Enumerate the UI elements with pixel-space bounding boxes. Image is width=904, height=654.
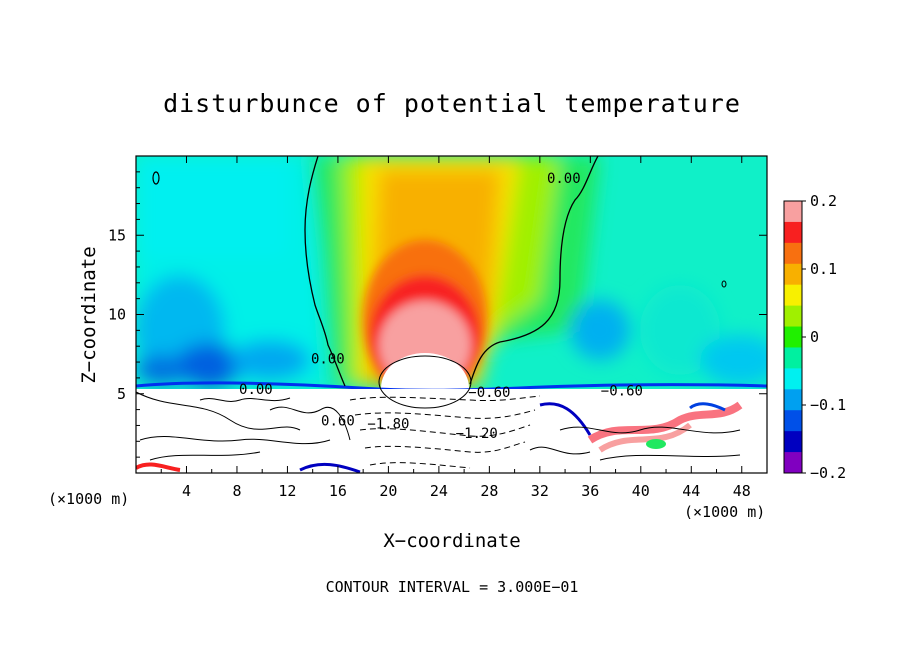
x-tick-label: 44: [682, 482, 700, 500]
colorbar-tick-label: 0.2: [810, 192, 837, 210]
x-tick-label: 12: [278, 482, 296, 500]
colorbar-swatch: [784, 431, 802, 453]
contour-label: −0.60: [468, 385, 510, 401]
contour-label: −1.20: [456, 426, 498, 442]
y-axis-label: Z−coordinate: [78, 246, 100, 383]
x-tick-label: 28: [480, 482, 498, 500]
x-tick-label: 16: [329, 482, 347, 500]
y-tick-label: 10: [108, 306, 126, 324]
x-tick-label: 36: [581, 482, 599, 500]
x-unit-left: (×1000 m): [48, 490, 129, 508]
colorbar-tick-label: −0.2: [810, 464, 846, 482]
colorbar-tick-label: 0.1: [810, 260, 837, 278]
x-unit-right: (×1000 m): [684, 503, 765, 521]
contour-label: −1.80: [367, 417, 409, 433]
x-tick-label: 40: [632, 482, 650, 500]
plot-field: [136, 156, 767, 473]
contour-label: 0.00: [311, 352, 345, 368]
x-tick-label: 32: [531, 482, 549, 500]
colorbar-swatch: [784, 452, 802, 474]
chart-title: disturbunce of potential temperature: [163, 89, 741, 118]
x-tick-label: 20: [379, 482, 397, 500]
x-axis: 4 8 12 16 20 24 28 32 36 40 44 48: [160, 156, 751, 500]
colorbar-swatch: [784, 221, 802, 244]
y-axis: 5 10 15: [108, 171, 767, 458]
contour-label: 0.00: [239, 382, 273, 398]
contour-interval-footer: CONTOUR INTERVAL = 3.000E−01: [326, 578, 579, 596]
colorbar-swatch: [784, 368, 802, 390]
colorbar-tick-label: −0.1: [810, 396, 846, 414]
colorbar-swatch: [784, 347, 802, 369]
contour-label: 0.60: [321, 413, 355, 429]
colorbar-swatch: [784, 326, 802, 348]
colorbar-swatch: [784, 305, 802, 328]
colorbar-swatch: [784, 284, 802, 307]
contour-labels: 0.00 0.00 −1.80 −1.20 −0.60 −0.60 0.00 0.60: [239, 171, 643, 442]
colorbar-swatch: [784, 389, 802, 411]
x-tick-label: 8: [232, 482, 241, 500]
colorbar: 0.2 0.1 0 −0.1 −0.2: [783, 192, 846, 482]
colorbar-tick-label: 0: [810, 328, 819, 346]
y-tick-label: 15: [108, 226, 126, 244]
contour-label: 0.00: [547, 171, 581, 187]
colorbar-swatch: [784, 410, 802, 432]
x-tick-label: 48: [733, 482, 751, 500]
y-tick-label: 5: [117, 385, 126, 403]
x-axis-label: X−coordinate: [383, 530, 520, 552]
colorbar-swatch: [784, 263, 802, 286]
colorbar-swatch: [784, 242, 802, 265]
x-tick-label: 24: [430, 482, 448, 500]
x-tick-label: 4: [182, 482, 191, 500]
contour-label: −0.60: [601, 383, 643, 399]
colorbar-swatch: [784, 201, 802, 223]
